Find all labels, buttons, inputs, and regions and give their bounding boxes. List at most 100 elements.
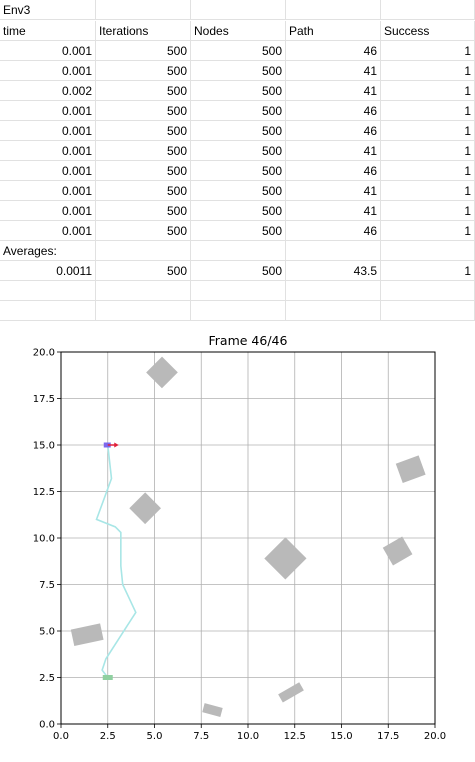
time-cell[interactable]: 0.002 [0,81,96,101]
empty-cell[interactable] [286,0,381,20]
y-tick-label: 2.5 [39,673,55,684]
table-row: 0.001 500 500 46 1 [0,221,475,241]
nodes-cell[interactable]: 500 [191,141,286,161]
success-cell[interactable]: 1 [381,201,475,221]
table-row: 0.001 500 500 46 1 [0,121,475,141]
nodes-cell[interactable]: 500 [191,201,286,221]
path-cell[interactable]: 46 [286,121,381,141]
time-cell[interactable]: 0.001 [0,121,96,141]
y-tick-label: 5.0 [39,627,55,638]
time-cell[interactable]: 0.001 [0,181,96,201]
success-cell[interactable]: 1 [381,161,475,181]
avg-nodes-cell[interactable]: 500 [191,261,286,281]
success-cell[interactable]: 1 [381,81,475,101]
empty-cell[interactable] [96,281,191,301]
empty-cell[interactable] [191,281,286,301]
iterations-cell[interactable]: 500 [96,161,191,181]
nodes-cell[interactable]: 500 [191,81,286,101]
iterations-cell[interactable]: 500 [96,201,191,221]
success-cell[interactable]: 1 [381,101,475,121]
x-tick-label: 20.0 [424,731,446,742]
nodes-cell[interactable]: 500 [191,121,286,141]
iterations-cell[interactable]: 500 [96,221,191,241]
iterations-cell[interactable]: 500 [96,41,191,61]
table-row: 0.001 500 500 46 1 [0,161,475,181]
time-cell[interactable]: 0.001 [0,161,96,181]
empty-cell[interactable] [96,301,191,321]
obstacle [146,356,178,389]
empty-row [0,301,475,321]
iterations-cell[interactable]: 500 [96,181,191,201]
time-cell[interactable]: 0.001 [0,201,96,221]
x-tick-label: 10.0 [237,731,259,742]
empty-cell[interactable] [191,301,286,321]
success-cell[interactable]: 1 [381,121,475,141]
time-cell[interactable]: 0.001 [0,41,96,61]
nodes-cell[interactable]: 500 [191,181,286,201]
path-cell[interactable]: 41 [286,181,381,201]
header-cell-nodes[interactable]: Nodes [191,21,286,41]
success-cell[interactable]: 1 [381,61,475,81]
plot-image[interactable]: Frame 46/46 0.0 2.5 5.0 7.5 10.0 12.5 15.0 17.5… [0,327,475,762]
success-cell[interactable]: 1 [381,141,475,161]
empty-cell[interactable] [0,281,96,301]
path-cell[interactable]: 41 [286,81,381,101]
nodes-cell[interactable]: 500 [191,161,286,181]
y-tick-label: 15.0 [33,441,55,452]
path-cell[interactable]: 46 [286,221,381,241]
x-tick-label: 12.5 [284,731,306,742]
iterations-cell[interactable]: 500 [96,61,191,81]
time-cell[interactable]: 0.001 [0,61,96,81]
empty-cell[interactable] [96,241,191,261]
empty-cell[interactable] [286,281,381,301]
avg-time-cell[interactable]: 0.0011 [0,261,96,281]
empty-cell[interactable] [191,241,286,261]
empty-cell[interactable] [381,241,475,261]
path-cell[interactable]: 46 [286,41,381,61]
nodes-cell[interactable]: 500 [191,41,286,61]
sheet-title[interactable]: Env3 [0,0,96,20]
empty-cell[interactable] [286,301,381,321]
header-cell-iterations[interactable]: Iterations [96,21,191,41]
empty-cell[interactable] [191,0,286,20]
grid-lines [60,351,436,725]
empty-cell[interactable] [286,241,381,261]
iterations-cell[interactable]: 500 [96,81,191,101]
header-cell-path[interactable]: Path [286,21,381,41]
time-cell[interactable]: 0.001 [0,221,96,241]
obstacle [129,492,161,525]
table-row: 0.002 500 500 41 1 [0,81,475,101]
header-cell-time[interactable]: time [0,21,96,41]
averages-label[interactable]: Averages: [0,241,96,261]
success-cell[interactable]: 1 [381,221,475,241]
path-cell[interactable]: 41 [286,201,381,221]
empty-cell[interactable] [96,0,191,20]
path-cell[interactable]: 46 [286,161,381,181]
nodes-cell[interactable]: 500 [191,221,286,241]
nodes-cell[interactable]: 500 [191,61,286,81]
empty-row [0,281,475,301]
iterations-cell[interactable]: 500 [96,141,191,161]
iterations-cell[interactable]: 500 [96,101,191,121]
table-row: 0.001 500 500 41 1 [0,61,475,81]
success-cell[interactable]: 1 [381,181,475,201]
success-cell[interactable]: 1 [381,41,475,61]
empty-cell[interactable] [381,0,475,20]
path-cell[interactable]: 41 [286,61,381,81]
avg-path-cell[interactable]: 43.5 [286,261,381,281]
avg-iterations-cell[interactable]: 500 [96,261,191,281]
path-cell[interactable]: 41 [286,141,381,161]
time-cell[interactable]: 0.001 [0,101,96,121]
header-cell-success[interactable]: Success [381,21,475,41]
y-tick-label: 12.5 [33,487,55,498]
empty-cell[interactable] [381,301,475,321]
avg-success-cell[interactable]: 1 [381,261,475,281]
y-tick-label: 10.0 [33,534,55,545]
iterations-cell[interactable]: 500 [96,121,191,141]
time-cell[interactable]: 0.001 [0,141,96,161]
empty-cell[interactable] [381,281,475,301]
y-tick-label: 20.0 [33,348,55,359]
path-cell[interactable]: 46 [286,101,381,121]
nodes-cell[interactable]: 500 [191,101,286,121]
empty-cell[interactable] [0,301,96,321]
